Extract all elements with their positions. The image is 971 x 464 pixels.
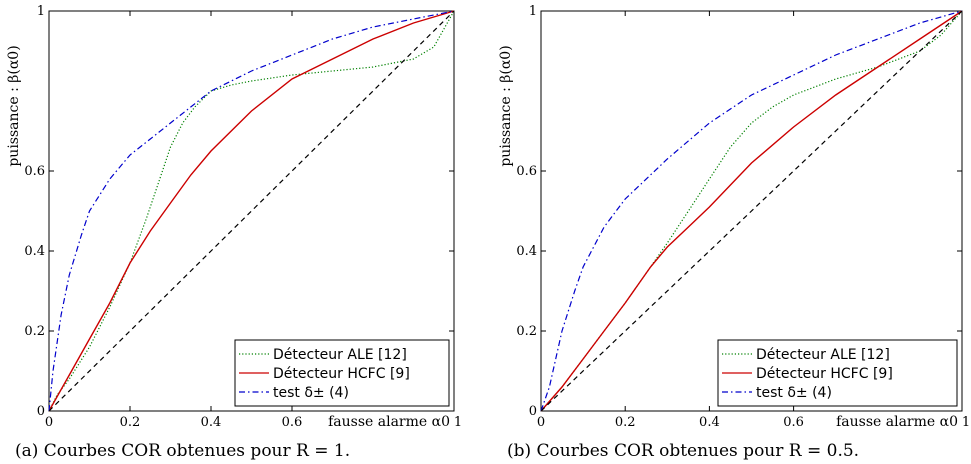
y-tick-label: 0: [37, 404, 45, 419]
y-tick-label: 1: [37, 4, 45, 19]
x-tick-label: 1: [962, 415, 970, 430]
series-line-3: [48, 10, 455, 412]
y-tick-label: 1: [529, 4, 537, 19]
y-tick-label: 0.6: [24, 164, 45, 179]
y-axis-label: puissance : β(α0): [6, 45, 22, 166]
y-tick-label: 0.2: [24, 324, 45, 339]
x-tick-label: 0.6: [282, 415, 303, 430]
x-tick-label: 0.2: [615, 415, 636, 430]
x-axis-label: fausse alarme α0: [328, 414, 450, 430]
legend-entry: Détecteur HCFC [9]: [756, 366, 893, 382]
y-tick-label: 0.6: [516, 164, 537, 179]
y-tick-label: 0.2: [516, 324, 537, 339]
figure-caption: (a) Courbes COR obtenues pour R = 1.: [15, 441, 350, 461]
legend-box: [717, 339, 958, 407]
figure-caption: (b) Courbes COR obtenues pour R = 0.5.: [507, 441, 859, 461]
x-tick-label: 0: [537, 415, 545, 430]
series-line-2: [48, 10, 455, 412]
series-line-2: [540, 10, 963, 412]
x-tick-label: 0: [45, 415, 53, 430]
chart-panel-b: 0 0.2 0.4 0.6 1 0 0.2 0.4 0.6 1 fausse alarme α0 pu…: [498, 4, 970, 461]
x-tick-label: 0.2: [120, 415, 141, 430]
legend-entry: Détecteur ALE [12]: [756, 347, 890, 363]
chance-diagonal-line: [48, 10, 455, 412]
y-axis-label: puissance : β(α0): [498, 45, 514, 166]
legend: Détecteur ALE [12] Détecteur HCFC [9] test…: [717, 339, 958, 407]
y-tick-label: 0: [529, 404, 537, 419]
x-axis-label: fausse alarme α0: [836, 414, 958, 430]
legend-entry: Détecteur HCFC [9]: [273, 366, 410, 382]
chance-diagonal-line: [540, 10, 963, 412]
series-line-3: [540, 10, 963, 412]
x-tick-label: 0.4: [699, 415, 720, 430]
legend-entry: test δ± (4): [756, 385, 832, 401]
x-tick-label: 0.4: [201, 415, 222, 430]
x-tick-label: 0.6: [783, 415, 804, 430]
legend-entry: test δ± (4): [273, 385, 349, 401]
y-tick-label: 0.4: [516, 244, 537, 259]
chart-panel-a: 0 0.2 0.4 0.6 1 0 0.2 0.4 0.6 1 fausse alarme α0 pu…: [6, 4, 462, 461]
legend-entry: Détecteur ALE [12]: [273, 347, 407, 363]
legend: Détecteur ALE [12] Détecteur HCFC [9] test…: [234, 339, 450, 407]
x-tick-label: 1: [454, 415, 462, 430]
y-tick-label: 0.4: [24, 244, 45, 259]
series-line-1: [48, 10, 455, 412]
legend-box: [234, 339, 450, 407]
